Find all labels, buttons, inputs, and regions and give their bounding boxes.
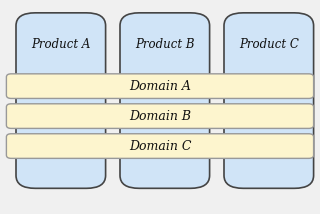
FancyBboxPatch shape xyxy=(224,13,314,188)
FancyBboxPatch shape xyxy=(6,134,314,158)
Text: Domain A: Domain A xyxy=(129,80,191,93)
Text: Product B: Product B xyxy=(135,38,195,51)
FancyBboxPatch shape xyxy=(16,13,106,188)
FancyBboxPatch shape xyxy=(6,104,314,128)
FancyBboxPatch shape xyxy=(120,13,210,188)
Text: Product C: Product C xyxy=(239,38,299,51)
FancyBboxPatch shape xyxy=(6,74,314,98)
Text: Product A: Product A xyxy=(31,38,91,51)
Text: Domain B: Domain B xyxy=(129,110,191,123)
Text: Domain C: Domain C xyxy=(129,140,191,153)
